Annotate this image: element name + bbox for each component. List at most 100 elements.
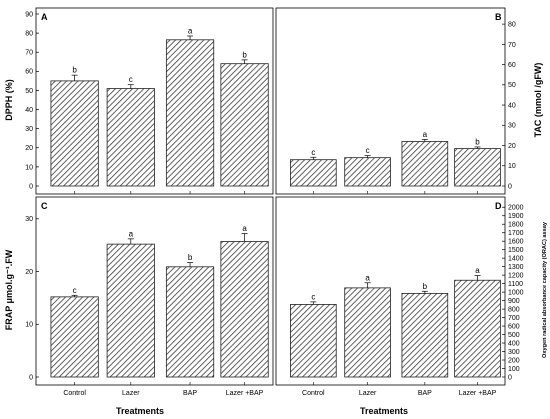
- y-tick-label: 0: [508, 183, 512, 190]
- y-tick-label: 10: [25, 322, 33, 329]
- x-tick-label: Lazer +BAP: [226, 390, 264, 397]
- y-tick-label: 40: [508, 102, 516, 109]
- y-tick-label: 1500: [508, 247, 524, 254]
- bar-control: [50, 80, 99, 187]
- y-tick-label: 50: [25, 88, 33, 95]
- x-tick-label: Lazer: [359, 390, 377, 397]
- y-axis-label: FRAP μmol.g⁻¹.FW: [4, 249, 14, 330]
- bar-lazer-bap: [454, 279, 501, 378]
- panel-b: B 0 10 20 30 40 50 60 70 80 TAC (mmol /gFW) c c a b: [275, 7, 543, 195]
- bar-lazer: [106, 88, 155, 187]
- x-axis-label-left: Treatments: [116, 406, 164, 416]
- bar-lazer: [344, 157, 391, 187]
- y-axis-label: DPPH (%): [4, 79, 14, 121]
- y-tick-label: 600: [508, 323, 520, 330]
- y-tick-label: 70: [25, 50, 33, 57]
- bar-lazer-bap: [454, 148, 501, 187]
- y-tick-label: 1100: [508, 281, 523, 288]
- y-tick-label: 70: [508, 42, 516, 49]
- significance-letter: a: [365, 273, 370, 282]
- x-tick-label: Control: [302, 390, 325, 397]
- significance-letter: c: [129, 75, 133, 84]
- significance-letter: b: [242, 50, 247, 59]
- bar-bap: [401, 141, 449, 187]
- y-tick-label: 200: [508, 357, 520, 364]
- y-tick-label: 1200: [508, 273, 524, 280]
- panel-frame: [275, 196, 506, 386]
- y-tick-label: 300: [508, 349, 520, 356]
- bar-control: [290, 304, 337, 378]
- y-tick-label: 80: [508, 22, 516, 29]
- bar-lazer-bap: [220, 241, 269, 378]
- panel-c: C 0 10 20 30 FRAP μmol.g⁻¹.FW c Control a Lazer b B…: [4, 196, 274, 397]
- significance-letter: a: [242, 224, 247, 233]
- bar-lazer: [106, 243, 155, 378]
- y-tick-label: 100: [508, 366, 520, 373]
- y-tick-label: 1600: [508, 239, 524, 246]
- x-tick-label: BAP: [183, 390, 197, 397]
- panel-letter: D: [495, 201, 502, 211]
- y-tick-label: 700: [508, 315, 520, 322]
- bar-bap: [165, 39, 215, 187]
- panel-letter: A: [41, 12, 48, 22]
- x-axis-label-right: Treatments: [360, 406, 408, 416]
- panel-frame: [35, 7, 274, 195]
- significance-letter: b: [475, 137, 480, 146]
- y-tick-label: 1400: [508, 256, 524, 263]
- y-tick-label: 0: [508, 374, 512, 381]
- y-tick-label: 1300: [508, 264, 524, 271]
- bar-lazer: [344, 287, 391, 378]
- y-tick-label: 80: [25, 31, 33, 38]
- panel-frame: [275, 7, 506, 195]
- significance-letter: b: [423, 282, 428, 291]
- x-tick-label: BAP: [418, 390, 432, 397]
- panel-frame: [35, 196, 274, 386]
- y-axis-label: TAC (mmol /gFW): [533, 63, 543, 138]
- y-tick-label: 30: [508, 123, 516, 130]
- significance-letter: a: [475, 266, 480, 275]
- significance-letter: a: [423, 130, 428, 139]
- y-tick-label: 20: [25, 145, 33, 152]
- y-tick-label: 1800: [508, 222, 524, 229]
- y-tick-label: 20: [25, 269, 33, 276]
- panel-letter: C: [41, 201, 48, 211]
- y-tick-label: 20: [508, 143, 516, 150]
- significance-letter: a: [129, 229, 134, 238]
- significance-letter: a: [188, 26, 193, 35]
- bar-bap: [401, 292, 449, 378]
- panel-a: A 0 10 20 30 40 50 60 70 80 90 DPPH (%) b c a b: [4, 7, 274, 195]
- significance-letter: c: [311, 292, 315, 301]
- y-tick-label: 60: [508, 62, 516, 69]
- y-tick-label: 30: [25, 126, 33, 133]
- y-tick-label: 50: [508, 82, 516, 89]
- bar-bap: [165, 266, 215, 378]
- y-tick-label: 500: [508, 332, 520, 339]
- y-tick-label: 40: [25, 107, 33, 114]
- x-tick-label: Lazer: [122, 390, 140, 397]
- y-tick-label: 90: [25, 11, 33, 18]
- panels: A 0 10 20 30 40 50 60 70 80 90 DPPH (%) b c a b B 0 10 20 30…: [4, 7, 548, 397]
- y-tick-label: 0: [29, 374, 33, 381]
- y-tick-label: 10: [508, 163, 516, 170]
- significance-letter: c: [311, 148, 315, 157]
- y-tick-label: 10: [25, 164, 33, 171]
- y-tick-label: 900: [508, 298, 520, 305]
- y-tick-label: 0: [29, 183, 33, 190]
- y-tick-label: 30: [25, 216, 33, 223]
- bar-lazer-bap: [220, 63, 269, 187]
- y-tick-label: 1000: [508, 290, 524, 297]
- y-tick-label: 1900: [508, 213, 524, 220]
- x-tick-label: Control: [63, 390, 86, 397]
- significance-letter: b: [188, 253, 193, 262]
- y-tick-label: 800: [508, 306, 520, 313]
- y-tick-label: 60: [25, 69, 33, 76]
- bar-control: [290, 159, 337, 187]
- y-tick-label: 2000: [508, 205, 524, 212]
- significance-letter: b: [72, 66, 77, 75]
- significance-letter: c: [366, 146, 370, 155]
- y-tick-label: 1700: [508, 230, 524, 237]
- y-tick-label: 400: [508, 340, 520, 347]
- panel-letter: B: [495, 12, 502, 22]
